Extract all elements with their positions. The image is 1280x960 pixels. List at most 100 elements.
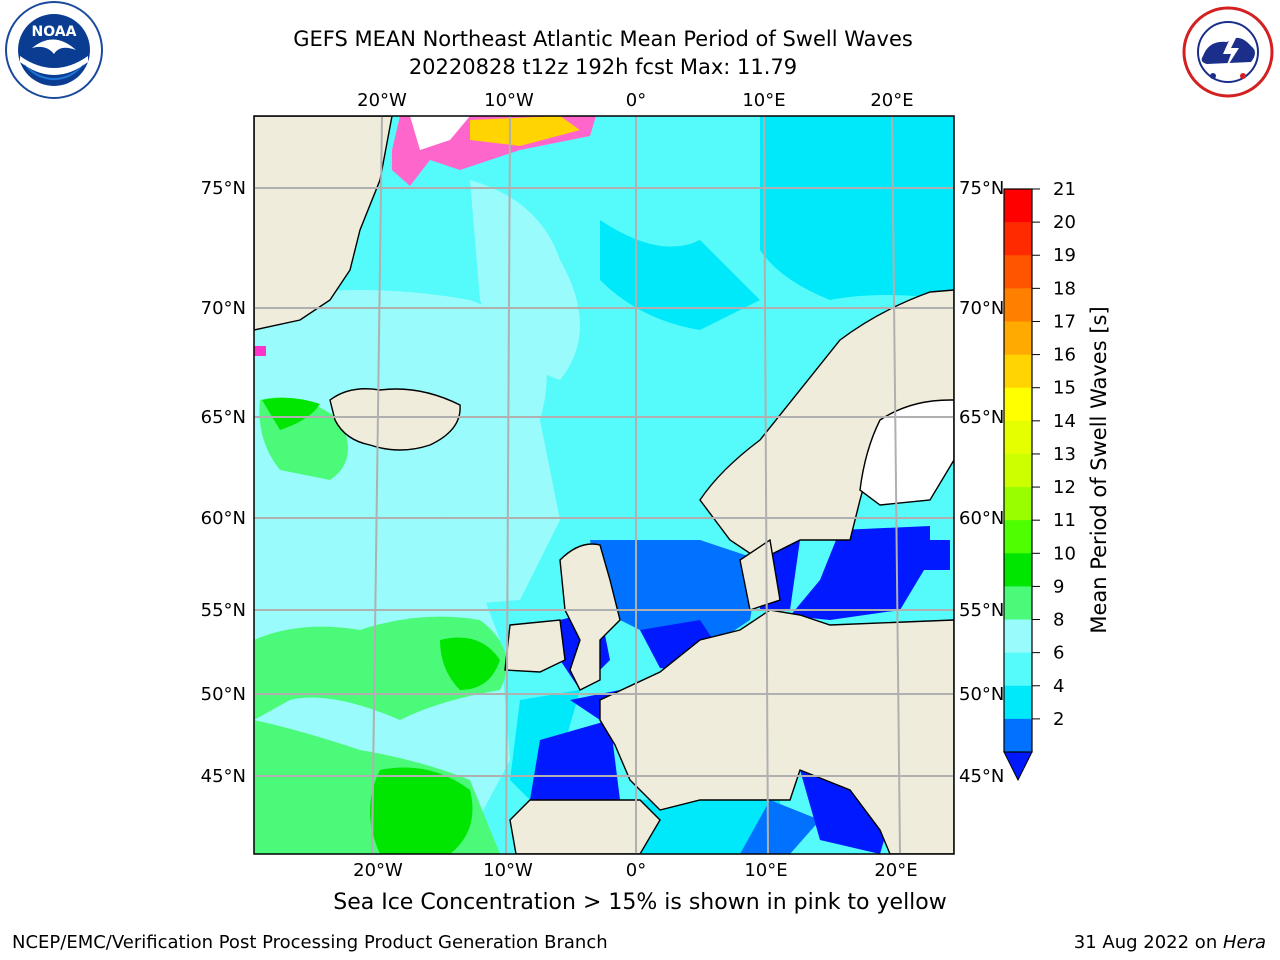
colorbar-bin [1004, 255, 1032, 289]
colorbar-extend-arrow [1003, 751, 1033, 782]
denmark-land [739, 538, 781, 611]
colorbar-bin [1004, 453, 1032, 488]
lat-label-right: 75°N [959, 178, 1004, 199]
colorbar-bin [1004, 288, 1032, 322]
gridlines [254, 116, 954, 854]
lat-label-right: 70°N [959, 298, 1004, 319]
finland-white [859, 399, 954, 506]
ocean-cyan-region-3 [600, 220, 760, 330]
colorbar-tick-label: 12 [1053, 477, 1076, 498]
colorbar-tick-label: 15 [1053, 378, 1076, 399]
colorbar-bin [1004, 222, 1032, 256]
lon-label-bottom: 0° [626, 860, 646, 881]
colorbar-tick-label: 11 [1053, 510, 1076, 531]
gulf-finland-deep [920, 540, 950, 570]
lat-label-left: 60°N [201, 508, 246, 529]
lat-label-right: 45°N [959, 766, 1004, 787]
chart-subtitle: 20220828 t12z 192h fcst Max: 11.79 [408, 55, 798, 79]
colorbar-tick-label: 8 [1053, 610, 1064, 631]
colorbar-tick-label: 13 [1053, 444, 1076, 465]
great-britain-land [559, 543, 621, 691]
footer-host: Hera [1222, 932, 1266, 953]
lon-label-top: 10°W [484, 90, 534, 111]
iberia-land [509, 799, 661, 854]
colorbar-tick-label: 10 [1053, 543, 1076, 564]
lon-label-bottom: 20°E [874, 860, 917, 881]
colorbar-bin [1004, 619, 1032, 654]
greenland-land [254, 116, 393, 331]
colorbar-bin [1004, 354, 1032, 389]
green-patch-iceland-bright [262, 397, 320, 430]
continental-europe-land [599, 609, 954, 854]
colorbar-tick-label: 20 [1053, 212, 1076, 233]
colorbar-tick-label: 18 [1053, 278, 1076, 299]
ireland-land [504, 619, 566, 673]
colorbar-bin [1004, 189, 1032, 223]
baltic-deep [790, 526, 930, 620]
sea-ice-greenland [254, 346, 266, 356]
sea-ice-note: Sea Ice Concentration > 15% is shown in … [333, 890, 947, 915]
nws-logo [1182, 6, 1274, 98]
lat-label-left: 55°N [201, 600, 246, 621]
lat-label-left: 50°N [201, 684, 246, 705]
biscay-deep [530, 720, 620, 800]
colorbar-ticks: 21 20 19 18 17 16 15 14 13 12 11 10 9 8 6 4 2 [1032, 179, 1076, 730]
adriatic-deep [800, 770, 890, 854]
colorbar-bin [1004, 553, 1032, 587]
green-patch-bright-2 [440, 637, 500, 690]
noaa-logo: NOAA [5, 1, 103, 99]
lat-label-left: 65°N [201, 407, 246, 428]
ocean-light-region-2 [470, 180, 580, 380]
lat-label-right: 50°N [959, 684, 1004, 705]
colorbar-bins [1004, 189, 1032, 753]
lat-label-right: 60°N [959, 508, 1004, 529]
noaa-logo-text: NOAA [32, 24, 77, 40]
landmasses [254, 116, 954, 854]
lon-label-top: 10°E [742, 90, 785, 111]
colorbar-tick-label: 14 [1053, 411, 1076, 432]
lat-label-right: 55°N [959, 600, 1004, 621]
colorbar-bin [1004, 321, 1032, 356]
footer-date: 31 Aug 2022 on Hera [1074, 932, 1266, 953]
colorbar-bin [1004, 718, 1032, 753]
colorbar-tick-label: 6 [1053, 643, 1064, 664]
lat-label-right: 65°N [959, 407, 1004, 428]
colorbar-bin [1004, 420, 1032, 455]
colorbar: 21 20 19 18 17 16 15 14 13 12 11 10 9 8 6 4 2 Mean Perio… [1003, 179, 1111, 782]
lat-label-left: 70°N [201, 298, 246, 319]
colorbar-bin [1004, 586, 1032, 621]
colorbar-tick-label: 19 [1053, 245, 1076, 266]
colorbar-bin [1004, 652, 1032, 687]
colorbar-tick-label: 21 [1053, 179, 1076, 200]
colorbar-bin [1004, 520, 1032, 554]
lat-label-left: 45°N [201, 766, 246, 787]
lon-label-top: 0° [626, 90, 646, 111]
colorbar-tick-label: 4 [1053, 676, 1064, 697]
colorbar-frame [1003, 188, 1033, 753]
lon-label-top: 20°E [870, 90, 913, 111]
colorbar-label: Mean Period of Swell Waves [s] [1087, 306, 1111, 633]
lon-label-bottom: 20°W [353, 860, 403, 881]
footer-credit: NCEP/EMC/Verification Post Processing Pr… [12, 932, 608, 953]
lon-label-top: 20°W [357, 90, 407, 111]
lon-label-bottom: 10°W [483, 860, 533, 881]
green-patch-bright [370, 767, 473, 854]
lat-label-left: 75°N [201, 178, 246, 199]
lon-label-bottom: 10°E [744, 860, 787, 881]
chart-title: GEFS MEAN Northeast Atlantic Mean Period… [293, 27, 913, 51]
map-area [254, 116, 954, 854]
colorbar-tick-label: 16 [1053, 345, 1076, 366]
colorbar-tick-label: 2 [1053, 709, 1064, 730]
north-sea-blue [590, 540, 760, 640]
colorbar-bin [1004, 387, 1032, 422]
footer-date-text: 31 Aug 2022 on [1073, 932, 1223, 953]
colorbar-tick-label: 9 [1053, 576, 1064, 597]
ocean-cyan-region [760, 116, 954, 300]
sea-ice-white [410, 116, 470, 150]
map-frame [253, 115, 955, 855]
colorbar-tick-label: 17 [1053, 311, 1076, 332]
colorbar-bin [1004, 685, 1032, 720]
colorbar-bin [1004, 487, 1032, 521]
tyrrhenian-blue [740, 800, 820, 854]
